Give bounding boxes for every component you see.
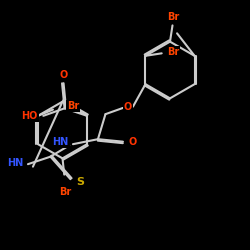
Text: HN: HN (52, 137, 68, 147)
Text: O: O (124, 102, 132, 112)
Text: O: O (59, 70, 68, 80)
Text: Br: Br (168, 12, 180, 22)
Text: HN: HN (7, 158, 24, 168)
Text: Br: Br (67, 101, 79, 111)
Text: O: O (129, 137, 137, 147)
Text: HO: HO (21, 111, 38, 121)
Text: S: S (76, 177, 84, 187)
Text: Br: Br (59, 187, 71, 197)
Text: Br: Br (167, 47, 179, 57)
